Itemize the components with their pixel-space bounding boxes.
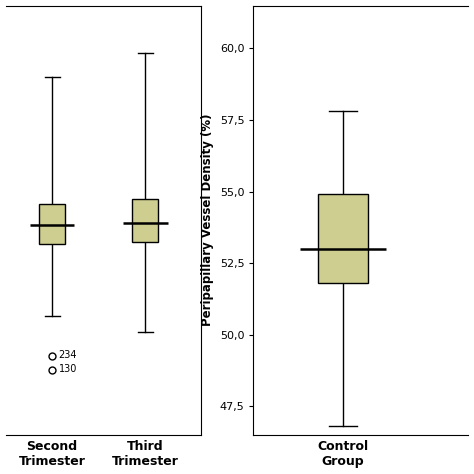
Text: 234: 234 (59, 350, 77, 360)
Bar (39, 203, 65, 244)
Bar (318, 194, 368, 283)
Y-axis label: Peripapillary Vessel Density (%): Peripapillary Vessel Density (%) (201, 114, 214, 327)
Bar (132, 199, 158, 242)
Text: 130: 130 (59, 365, 77, 374)
